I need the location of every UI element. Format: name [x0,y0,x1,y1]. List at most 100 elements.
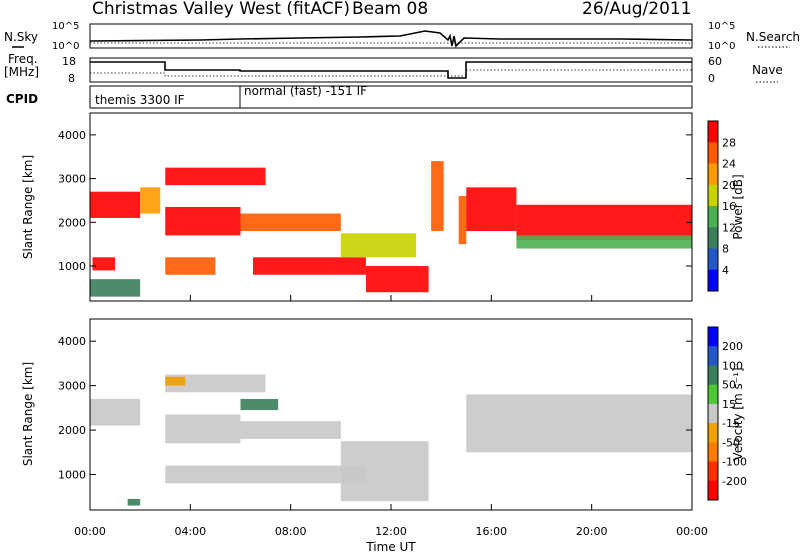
nsky-trace [89,30,693,48]
power-echo-band-6 [165,257,216,275]
cpid-label: CPID [6,92,38,106]
velocity-colorbar-cell-1 [708,346,718,366]
velocity-colorbar-tick-4: -15 [722,417,740,430]
power-echo-band-9 [365,266,429,293]
nave-trace [90,69,692,77]
power-y-ticks: 1000 2000 3000 4000 [58,129,692,273]
power-colorbar-tick-2: 20 [722,179,736,192]
freq-frame [89,57,693,83]
power-colorbar-tick-5: 8 [722,243,729,256]
power-echo-band-2 [165,167,266,186]
power-echo-band-15 [90,279,141,297]
velocity-echo-band-8 [240,398,279,411]
cpid-frame [89,85,693,109]
velocity-echo-band-1 [165,374,266,393]
power-colorbar: 28 24 20 16 12 8 4 [707,120,736,292]
power-echo-band-11 [458,196,467,245]
velocity-colorbar-cell-7 [708,461,718,482]
power-echo-band-14 [516,235,692,249]
velocity-echo-band-3 [240,421,341,439]
velocity-colorbar-tick-2: 50 [722,379,736,392]
station-title: Christmas Valley West (fitACF) [92,0,350,19]
velocity-colorbar-tick-3: 15 [722,398,736,411]
xtick-label-3: 12:00 [375,525,407,538]
xtick-label-6: 00:00 [676,525,708,538]
power-ytick-label-0: 1000 [58,260,86,273]
velocity-colorbar-cell-0 [708,327,718,347]
power-colorbar-tick-4: 12 [722,221,736,234]
nsky-frame [89,23,693,49]
freq-panel: Freq. [MHz] 18 8 60 0 Nave [4,52,783,85]
velocity-ytick-label-1: 2000 [58,424,86,437]
x-axis-label: Time UT [365,540,416,554]
power-echo-band-13 [516,204,692,240]
power-ytick-label-2: 3000 [58,173,86,186]
power-echo-band-3 [165,207,241,236]
velocity-echo-band-6 [466,394,692,453]
velocity-colorbar-tick-5: -50 [722,436,740,449]
power-echo-band-12 [466,187,517,232]
date-title: 26/Aug/2011 [582,0,692,19]
velocity-colorbar-cell-2 [708,365,718,386]
xtick-label-5: 20:00 [576,525,608,538]
power-colorbar-cell-0 [708,121,718,143]
power-echo-band-10 [431,161,444,232]
velocity-colorbar-tick-1: 100 [722,359,743,372]
nave-label: Nave [752,63,783,77]
velocity-ylabel: Slant Range [km] [21,362,35,466]
velocity-panel: 1000 2000 3000 4000 Slant Range [km] 200 100… [21,318,747,511]
velocity-echo-band-0 [90,398,141,426]
power-colorbar-frame [707,120,719,292]
cpid-panel: CPID themis 3300 IF normal (fast) -151 I… [6,84,693,109]
power-ytick-label-3: 4000 [58,129,86,142]
velocity-colorbar-cell-3 [708,384,718,405]
xtick-label-1: 04:00 [174,525,206,538]
power-colorbar-cell-2 [708,163,718,186]
velocity-echo-band-9 [127,498,141,506]
velocity-y-ticks: 1000 2000 3000 4000 [58,335,692,481]
freq-tick-bottom: 8 [68,72,75,85]
velocity-colorbar-tick-0: 200 [722,340,743,353]
nsky-tick-top-left: 10^5 [52,21,79,32]
velocity-colorbar-tick-7: -200 [722,475,747,488]
velocity-colorbar-cell-4 [708,403,718,424]
nsky-tick-bottom-left: 10^0 [52,41,79,52]
velocity-ytick-label-3: 4000 [58,335,86,348]
power-echo-band-7 [253,257,366,275]
power-echo-bands [90,161,692,297]
power-colorbar-tick-6: 4 [722,264,729,277]
freq-trace [90,61,692,79]
velocity-ytick-label-0: 1000 [58,468,86,481]
power-echo-band-1 [140,187,161,214]
freq-tick-top: 18 [62,55,76,68]
power-ylabel: Slant Range [km] [21,155,35,259]
xtick-label-4: 16:00 [475,525,507,538]
power-echo-band-5 [92,257,116,271]
power-colorbar-tick-3: 16 [722,200,736,213]
velocity-echo-band-7 [165,376,186,386]
velocity-colorbar-cell-6 [708,442,718,463]
xtick-label-2: 08:00 [275,525,307,538]
power-echo-band-0 [90,191,141,218]
nsearch-label: N.Search [746,30,800,44]
velocity-colorbar-tick-6: -100 [722,456,747,469]
power-colorbar-tick-1: 24 [722,158,736,171]
nsky-tick-top-right: 10^5 [708,21,735,32]
velocity-colorbar-cell-8 [708,480,718,501]
nsky-tick-bottom-right: 10^0 [708,41,735,52]
freq-label-1: Freq. [8,52,38,66]
velocity-echo-band-4 [165,465,366,484]
power-colorbar-cell-1 [708,142,718,164]
power-panel: 1000 2000 3000 4000 Slant Range [km] 28 24 20… [21,112,745,302]
cpid-segment-1: themis 3300 IF [95,93,185,107]
xtick-label-0: 00:00 [74,525,106,538]
beam-title: Beam 08 [352,0,428,19]
velocity-echo-bands [90,374,692,506]
x-axis-ticks: 00:00 04:00 08:00 12:00 16:00 20:00 00:00 [74,295,708,538]
velocity-colorbar-label: Velocity [m s⁻¹] [731,367,745,460]
velocity-echo-band-5 [340,441,429,502]
velocity-colorbar-cell-5 [708,423,718,443]
velocity-echo-band-2 [165,414,241,444]
nsky-panel: N.Sky 10^5 10^0 10^5 10^0 N.Search [4,21,800,52]
